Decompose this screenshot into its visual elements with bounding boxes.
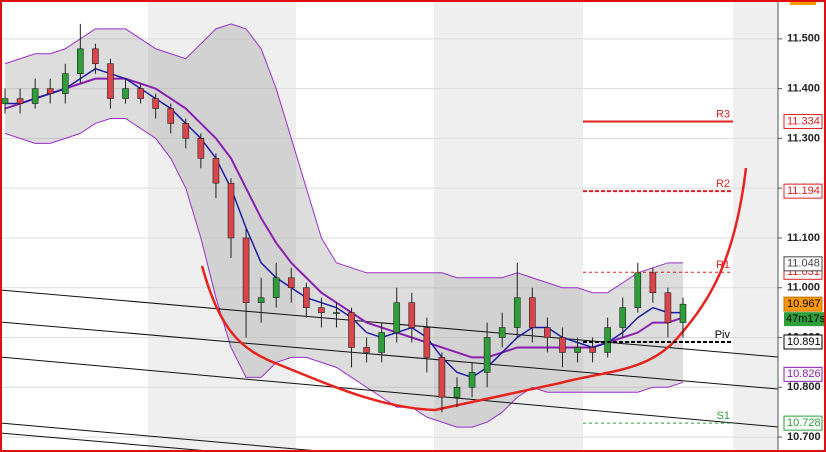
candle-body [197,138,205,159]
candle-body [107,63,114,99]
trendline [0,289,779,358]
y-tick-label: 11.300 [787,132,820,144]
candle-body [408,302,416,328]
candle-body [333,312,340,314]
candle-body [242,237,250,303]
candle-body [513,297,521,328]
session-band [434,0,583,452]
corner-marker [790,0,816,5]
level-name: R1 [716,259,730,271]
candle-body [303,287,310,308]
candle-body [16,98,24,104]
level-name: S1 [717,410,730,422]
candle-body [393,302,401,333]
price-tag-label: 11.194 [787,185,820,197]
candle-body [544,327,551,338]
level-name: R3 [716,108,730,120]
bollinger [4,23,684,428]
candle-body [46,88,54,94]
countdown: 47m17s [786,313,826,325]
candle-body [423,327,431,358]
fast-ma [5,67,683,379]
y-tick-label: 10.700 [787,431,821,443]
band-line [4,117,684,428]
price-tag [783,113,823,129]
candle-body [137,88,144,99]
candle-body [634,272,642,308]
trendline [0,422,331,452]
candle-body [529,297,536,328]
candle-body [61,73,69,94]
candle-body [664,292,672,323]
grid [0,38,778,438]
y-tick-label: 10.800 [787,381,821,393]
candle-body [272,277,280,298]
candle-body [378,332,385,353]
band-line [4,23,683,294]
y-tick-label: 11.100 [787,232,820,244]
slow-ma [4,77,684,359]
price-tag-label: 11.334 [787,115,820,127]
price-tag-label: 10.891 [787,336,821,348]
moving-averages [4,67,684,379]
candles [1,23,687,413]
price-tag-label: 10.967 [787,298,821,310]
candle-body [649,272,657,294]
candle-body [92,48,99,65]
price-tag [783,366,823,382]
candle-body [483,337,491,373]
price-tag [783,256,823,272]
trendline [0,432,221,452]
candle-body [619,307,627,328]
candle-body [468,372,476,388]
price-tag [783,415,823,431]
candle-body [212,157,220,184]
level-name: R2 [716,178,730,190]
pivot-levels: R3 R2 R1 Piv S1 [583,108,733,424]
price-tag [783,334,823,350]
candle-body [152,98,159,109]
candle-body [287,277,295,289]
candle-body [31,88,39,104]
candle-body [438,357,446,398]
curve-indicator [200,167,748,412]
candle-body [559,337,566,353]
candle-body [363,347,370,353]
candle-body [257,297,265,303]
trendline [0,356,779,428]
candle-body [574,347,581,353]
candle-body [348,312,355,348]
candle-body [679,303,687,323]
trendline [0,321,779,390]
candle-body [77,48,84,74]
price-tag [783,296,823,312]
trendlines [0,289,779,452]
candle-body [604,327,611,353]
session-band [733,0,778,452]
y-tick-label: 11.000 [787,282,820,294]
candle-body [122,88,129,99]
y-tick-label: 11.400 [787,83,820,95]
candle-body [167,108,175,124]
y-tick-label: 11.500 [787,33,820,45]
candle-body [1,98,9,104]
price-tag-label: 10.728 [787,417,821,429]
price-tag-label: 11.048 [787,258,820,270]
level-name: Piv [715,329,731,341]
candle-body [453,386,461,398]
candle-body [182,123,190,139]
candle-body [227,182,235,239]
axis-labels: 11.50011.40011.30011.20011.10011.00010.9… [778,33,826,443]
candle-body [318,307,325,313]
band-fill [5,23,683,428]
candle-body [589,347,596,353]
candle-body [498,327,506,338]
price-tag-label: 10.826 [787,368,821,380]
countdown-box [784,312,824,327]
price-tag [783,183,823,199]
